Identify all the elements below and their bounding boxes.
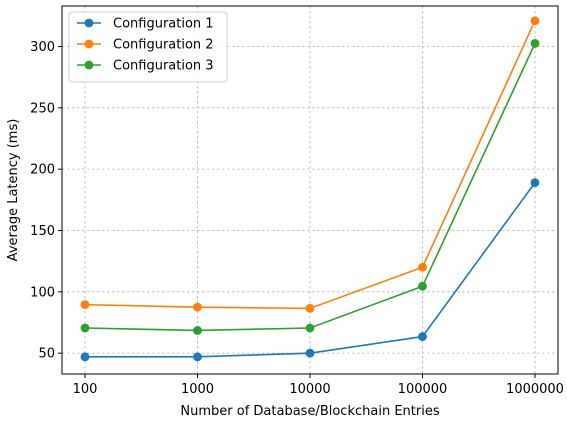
y-axis-label: Average Latency (ms) (6, 119, 21, 262)
data-point (193, 302, 202, 312)
y-tick-label: 50 (38, 347, 55, 362)
x-tick-label: 100000 (398, 382, 448, 397)
legend: Configuration 1 Configuration 2 Configurat… (68, 11, 228, 83)
legend-marker (84, 60, 94, 70)
series-1 (80, 178, 540, 362)
data-point (305, 348, 315, 358)
series-3 (80, 39, 540, 335)
data-point (530, 39, 540, 48)
series-2 (80, 16, 540, 313)
data-point (305, 323, 315, 333)
data-point (530, 178, 540, 188)
y-tick-label: 250 (30, 101, 55, 116)
data-point (418, 281, 427, 291)
legend-marker (84, 39, 94, 49)
y-tick-label: 150 (30, 224, 55, 239)
x-tick-label: 1000000 (506, 382, 564, 397)
legend-label: Configuration 2 (113, 38, 214, 53)
legend-marker (84, 18, 94, 28)
data-point (80, 300, 90, 310)
data-point (193, 352, 202, 362)
y-tick-label: 100 (30, 285, 55, 300)
legend-label: Configuration 1 (113, 17, 214, 32)
x-axis: 100 1000 10000 100000 1000000 (73, 374, 564, 397)
x-axis-label: Number of Database/Blockchain Entries (180, 404, 439, 419)
y-tick-label: 200 (30, 163, 55, 178)
data-point (80, 323, 90, 333)
data-point (530, 16, 540, 26)
legend-label: Configuration 3 (113, 59, 214, 74)
x-tick-label: 1000 (181, 382, 214, 397)
data-point (418, 262, 427, 272)
series-layer (80, 16, 540, 362)
legend-box (68, 11, 228, 83)
y-axis: 50 100 150 200 250 300 (30, 40, 62, 362)
x-tick-label: 100 (73, 382, 98, 397)
data-point (193, 326, 202, 335)
x-tick-label: 10000 (289, 382, 330, 397)
data-point (418, 332, 427, 341)
data-point (305, 303, 315, 313)
y-tick-label: 300 (30, 40, 55, 55)
data-point (80, 352, 90, 362)
